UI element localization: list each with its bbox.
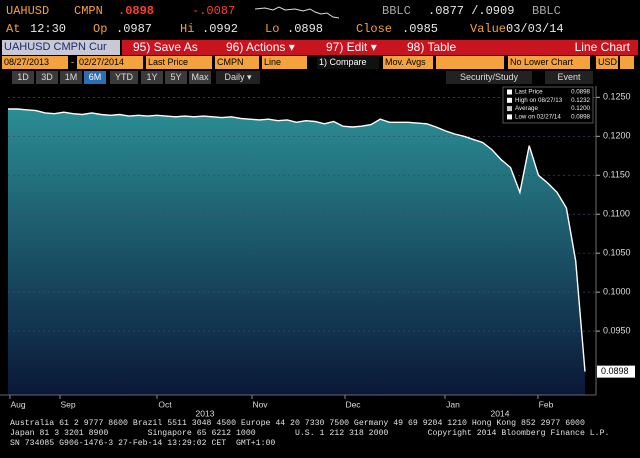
setting-compare[interactable]: 1) Compare	[317, 56, 379, 69]
period-button[interactable]: 6M	[84, 71, 106, 84]
footer-line: Australia 61 2 9777 8600 Brazil 5511 304…	[10, 419, 585, 428]
stat-label: Close	[356, 22, 393, 36]
setting-mov-avgs[interactable]: Mov. Avgs	[383, 56, 433, 69]
stat-value: .0992	[202, 22, 239, 36]
y-tick-label: 0.1250	[603, 92, 631, 102]
period-button[interactable]: 5Y	[165, 71, 187, 84]
ticker: UAHUSD	[6, 4, 50, 18]
x-tick-label: Aug	[10, 399, 25, 409]
legend-value: 0.0898	[571, 114, 590, 121]
setting-start[interactable]: 08/27/2013	[2, 56, 68, 69]
x-tick-label: Dec	[345, 399, 361, 409]
bid-ask: .0877 /.0909	[428, 4, 515, 18]
x-tick-label: Jan	[446, 399, 460, 409]
frequency[interactable]: Daily ▾	[216, 71, 260, 84]
x-tick-label: Oct	[158, 399, 172, 409]
area-fill	[8, 109, 585, 395]
x-tick-label: Feb	[539, 399, 554, 409]
legend-swatch	[507, 106, 512, 112]
source: CMPN	[74, 4, 103, 18]
year-label: 2013	[196, 408, 215, 418]
legend-value: 0.1200	[571, 105, 590, 112]
period-button[interactable]: 1Y	[141, 71, 163, 84]
chart: 0.09500.10000.10500.11000.11500.12000.12…	[0, 86, 640, 418]
y-tick-label: 0.1000	[603, 287, 631, 297]
legend-value: 0.0898	[571, 89, 590, 96]
legend-swatch	[507, 114, 512, 120]
legend-box	[502, 86, 594, 124]
setting-source[interactable]: CMPN	[215, 56, 259, 69]
legend-swatch	[507, 89, 512, 95]
setting-style[interactable]: Line	[262, 56, 307, 69]
footer-line: SN 734085 G906-1476-3 27-Feb-14 13:29:02…	[10, 439, 276, 448]
stat-value: 12:30	[30, 22, 67, 36]
stat-label: At	[6, 22, 21, 36]
x-tick-label: Sep	[60, 399, 75, 409]
stat-value: .0985	[402, 22, 439, 36]
action-button[interactable]: 95) Save As	[133, 40, 198, 54]
footer-line: Japan 81 3 3201 8900 Singapore 65 6212 1…	[10, 429, 610, 438]
last-value-label: 0.0898	[601, 366, 629, 376]
period-button[interactable]: 3D	[36, 71, 58, 84]
tool-button[interactable]: Event	[545, 71, 593, 84]
setting-dash: -	[71, 57, 74, 67]
setting-field[interactable]: Last Price	[146, 56, 212, 69]
setting-lower-chart[interactable]: No Lower Chart	[508, 56, 590, 69]
legend-label: Average	[515, 105, 538, 112]
y-tick-label: 0.1100	[603, 209, 630, 219]
last-price: .0898	[118, 4, 155, 18]
setting-end[interactable]: 02/27/2014	[77, 56, 143, 69]
tool-button[interactable]: Security/Study	[446, 71, 532, 84]
stat-value: 03/03/14	[506, 22, 564, 36]
price-line	[8, 108, 586, 372]
stat-label: Value	[470, 22, 507, 36]
action-button[interactable]: 97) Edit ▾	[326, 40, 377, 54]
action-button[interactable]: 98) Table	[407, 40, 457, 54]
change: -.0087	[192, 4, 236, 18]
x-tick-label: Nov	[252, 399, 268, 409]
stat-label: Lo	[265, 22, 280, 36]
period-button[interactable]: YTD	[110, 71, 138, 84]
period-button[interactable]: 1M	[60, 71, 82, 84]
stat-value: .0987	[116, 22, 153, 36]
stat-label: Hi	[180, 22, 195, 36]
legend-label: High on 08/27/13	[515, 97, 563, 104]
y-tick-label: 0.1200	[603, 131, 631, 141]
period-button[interactable]: 1D	[12, 71, 34, 84]
last-value-box	[597, 365, 635, 378]
period-button[interactable]: Max	[189, 71, 211, 84]
y-tick-label: 0.1150	[603, 170, 630, 180]
year-label: 2014	[491, 408, 510, 418]
legend-label: Low on 02/27/14	[515, 114, 561, 121]
ask-source: BBLC	[532, 4, 561, 18]
legend-value: 0.1232	[571, 97, 590, 104]
y-tick-label: 0.1050	[603, 248, 631, 258]
legend-swatch	[507, 97, 512, 103]
security-box[interactable]: UAHUSD CMPN Cur	[2, 40, 120, 55]
stat-value: .0898	[287, 22, 324, 36]
action-bar	[122, 40, 638, 55]
chart-type[interactable]: Line Chart	[574, 40, 630, 54]
action-button[interactable]: 96) Actions ▾	[226, 40, 295, 54]
y-tick-label: 0.0950	[603, 325, 631, 335]
dropdown	[620, 56, 634, 69]
sparkline	[255, 6, 340, 19]
blank-field	[436, 56, 504, 69]
legend-label: Last Price	[515, 89, 543, 96]
stat-label: Op	[93, 22, 108, 36]
bid-source: BBLC	[382, 4, 411, 18]
setting-currency[interactable]: USD	[596, 56, 618, 69]
